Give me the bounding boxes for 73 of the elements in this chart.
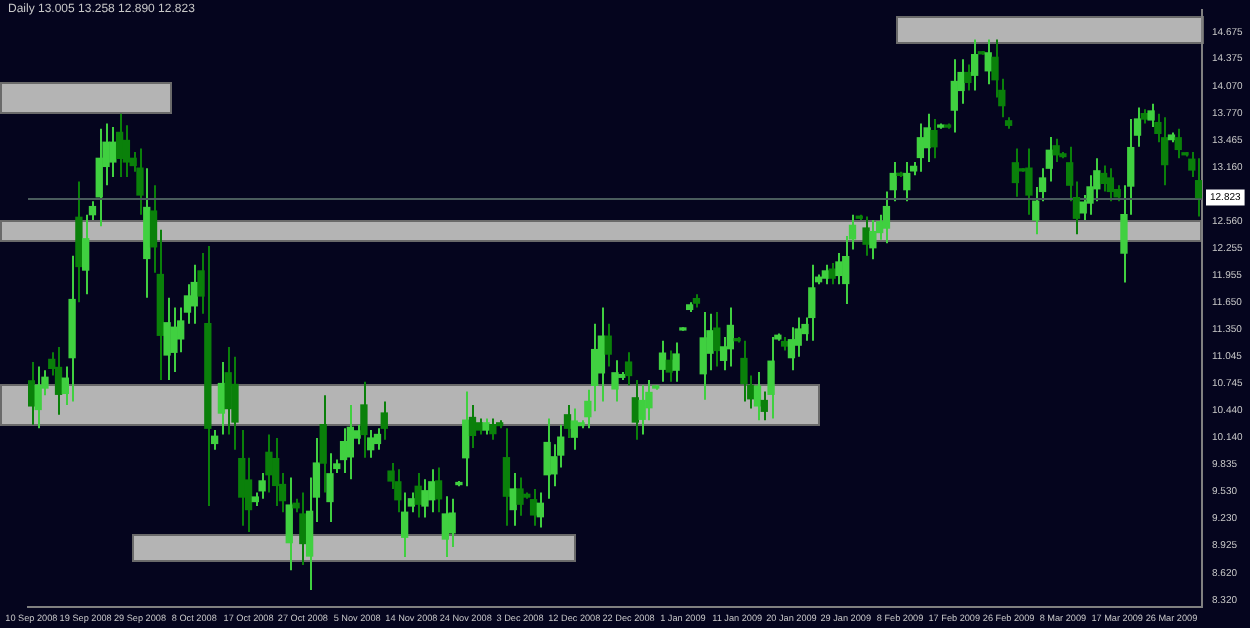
candlestick (835, 252, 843, 286)
candlestick (597, 306, 606, 403)
candlestick (604, 322, 612, 368)
candlestick (502, 427, 511, 527)
candlestick (1052, 137, 1060, 163)
candlestick (1194, 157, 1202, 218)
candlestick (516, 476, 524, 517)
candlestick (1032, 185, 1040, 236)
candlestick (1147, 102, 1155, 129)
candlestick (828, 261, 836, 286)
candlestick (95, 127, 103, 228)
candlestick (434, 466, 443, 514)
candlestick (285, 476, 293, 572)
candlestick (210, 429, 219, 451)
candlestick (1011, 147, 1020, 198)
candlestick (1099, 164, 1108, 193)
candlestick (272, 437, 280, 507)
candlestick (570, 407, 578, 451)
candlestick (28, 361, 36, 426)
candlestick (672, 341, 680, 383)
candlestick (1106, 167, 1115, 203)
candlestick (713, 311, 721, 368)
candlestick (489, 417, 497, 441)
candlestick (163, 296, 171, 381)
candlestick (964, 63, 972, 92)
candlestick (82, 213, 90, 296)
candlestick (930, 118, 938, 160)
candlestick (217, 361, 226, 436)
candlestick (916, 122, 925, 173)
candlestick (170, 306, 178, 373)
candlestick (767, 336, 775, 420)
candlestick (299, 491, 307, 566)
candlestick (971, 38, 979, 92)
candlestick (611, 359, 619, 403)
candlestick (319, 394, 327, 494)
candlestick (638, 384, 646, 436)
candlestick (34, 365, 42, 430)
candlestick (658, 339, 667, 383)
candlestick (326, 452, 334, 524)
candlestick (367, 429, 375, 459)
candlestick (360, 380, 368, 459)
candlestick (373, 427, 382, 451)
candlestick (136, 147, 144, 216)
candlestick (109, 126, 117, 179)
candlestick (889, 160, 897, 203)
candlestick (380, 400, 388, 441)
candlestick (88, 200, 97, 222)
candlestick (1161, 116, 1169, 187)
candlestick (536, 491, 545, 529)
candlestick (882, 190, 891, 245)
candlestick (394, 468, 402, 514)
candlestick (590, 322, 599, 413)
candlestick (808, 263, 816, 342)
candlestick (760, 390, 768, 422)
candlestick (400, 491, 409, 558)
candlestick (448, 497, 456, 549)
candlestick (529, 488, 538, 527)
candlestick (54, 345, 63, 416)
candlestick (726, 306, 735, 368)
candlestick (869, 219, 877, 261)
candlestick (462, 390, 470, 488)
candlestick (543, 417, 551, 500)
candlestick (115, 112, 124, 179)
candlestick (1025, 147, 1033, 216)
candlestick (238, 429, 246, 527)
candlestick (258, 471, 266, 500)
candlestick (753, 370, 762, 422)
candlestick (903, 160, 911, 203)
candlestick (428, 468, 436, 514)
candlestick (563, 403, 572, 440)
candlestick (468, 403, 477, 449)
candlestick (231, 355, 239, 451)
candlestick (740, 339, 748, 403)
